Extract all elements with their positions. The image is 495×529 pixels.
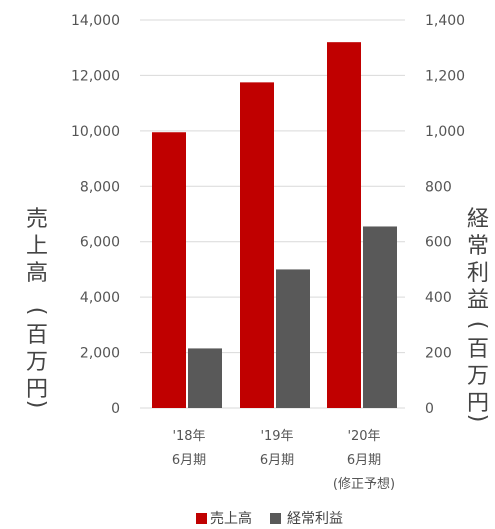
right-tick-label: 600 — [425, 235, 452, 251]
left-axis-title: 高 — [26, 261, 48, 286]
legend-swatch-sales — [196, 513, 207, 524]
category-label: (修正予想) — [333, 476, 395, 492]
left-tick-label: 0 — [111, 401, 120, 417]
bars — [152, 42, 397, 409]
right-axis-title: 常 — [467, 234, 489, 259]
left-axis-ticks: 0 2,000 4,000 6,000 8,000 10,000 12,000 14,000 — [71, 13, 120, 417]
left-tick-label: 6,000 — [80, 235, 120, 251]
right-axis-unit-paren-open: ( — [465, 321, 490, 330]
left-axis-unit: 円 — [26, 377, 48, 402]
left-axis-unit-paren-open: ( — [24, 307, 49, 316]
legend: 売上高 経常利益 — [196, 510, 343, 527]
axis-titles: 売上高(百万円)経常利益(百万円) — [24, 207, 490, 422]
left-axis-title: 上 — [26, 234, 48, 259]
left-tick-label: 2,000 — [80, 346, 120, 362]
right-axis-title: 益 — [467, 288, 489, 313]
right-tick-label: 200 — [425, 346, 452, 362]
category-label: '19年 — [260, 429, 293, 444]
left-axis-unit: 万 — [26, 350, 48, 375]
left-axis-title: 売 — [26, 207, 48, 232]
right-axis-unit-paren-close: ) — [465, 414, 490, 423]
legend-swatch-profit — [270, 513, 281, 524]
category-label: '18年 — [172, 429, 205, 444]
legend-label-profit: 経常利益 — [287, 511, 343, 527]
legend-label-sales: 売上高 — [210, 510, 252, 527]
left-tick-label: 8,000 — [80, 179, 120, 195]
left-tick-label: 12,000 — [71, 68, 120, 84]
right-tick-label: 400 — [425, 290, 452, 306]
bar-ordinary-profit — [363, 226, 397, 408]
right-axis-ticks: 0 200 400 600 800 1,000 1,200 1,400 — [425, 13, 465, 417]
right-tick-label: 0 — [425, 401, 434, 417]
bar-sales — [152, 132, 186, 408]
right-tick-label: 1,400 — [425, 13, 465, 29]
category-label: '20年 — [347, 429, 380, 444]
bar-ordinary-profit — [188, 348, 222, 408]
right-axis-unit: 万 — [467, 364, 489, 389]
category-label: 6月期 — [172, 453, 206, 468]
right-axis-title: 利 — [467, 261, 489, 286]
category-labels: '18年 6月期 '19年 6月期 '20年 6月期 (修正予想) — [172, 429, 395, 492]
category-label: 6月期 — [260, 453, 294, 468]
left-tick-label: 14,000 — [71, 13, 120, 29]
right-tick-label: 1,200 — [425, 68, 465, 84]
bar-sales — [327, 42, 361, 409]
bar-sales — [240, 82, 274, 408]
right-axis-unit: 円 — [467, 391, 489, 416]
right-tick-label: 800 — [425, 179, 452, 195]
left-tick-label: 10,000 — [71, 124, 120, 140]
left-axis-unit: 百 — [26, 323, 48, 348]
category-label: 6月期 — [347, 453, 381, 468]
left-tick-label: 4,000 — [80, 290, 120, 306]
right-tick-label: 1,000 — [425, 124, 465, 140]
bar-ordinary-profit — [276, 269, 310, 408]
right-axis-unit: 百 — [467, 337, 489, 362]
right-axis-title: 経 — [467, 207, 489, 232]
left-axis-unit-paren-close: ) — [24, 400, 49, 409]
